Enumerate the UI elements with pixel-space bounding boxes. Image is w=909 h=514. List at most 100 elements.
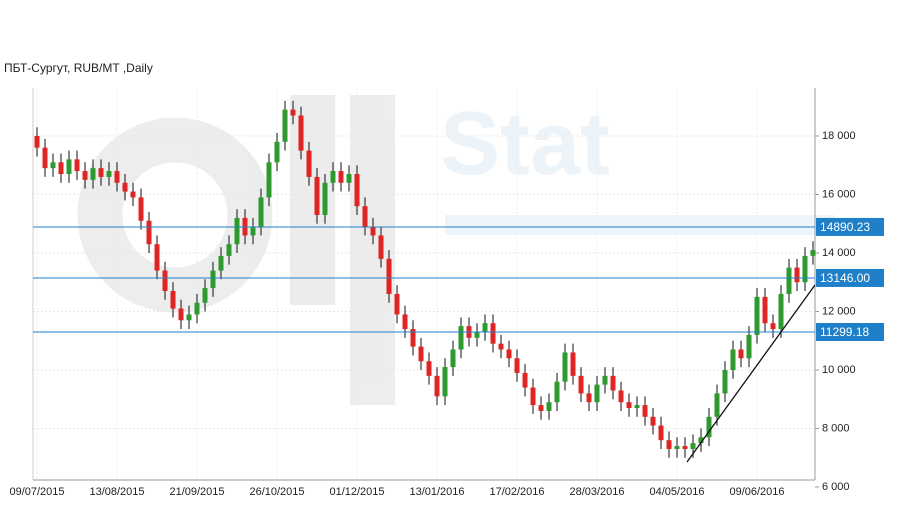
candle-body	[450, 349, 456, 368]
candle-body	[402, 314, 408, 330]
candle-body	[362, 206, 368, 227]
candle-body	[762, 296, 768, 324]
watermark-text: Stat	[440, 94, 610, 194]
candle-body	[482, 323, 488, 332]
candle-body	[634, 405, 640, 409]
candle-body	[106, 171, 112, 177]
candle-body	[114, 171, 120, 183]
candle-body	[426, 361, 432, 376]
candle-body	[50, 162, 56, 169]
x-tick-label: 26/10/2015	[249, 486, 304, 498]
candle-body	[218, 255, 224, 271]
candle-body	[194, 302, 200, 315]
candle-body	[802, 255, 808, 283]
y-tick-label: 14 000	[822, 247, 856, 259]
y-tick-label: 12 000	[822, 305, 856, 317]
candle-body	[178, 308, 184, 321]
watermark-bar	[290, 95, 335, 305]
candle-body	[610, 375, 616, 391]
candle-body	[714, 393, 720, 417]
candle-body	[290, 109, 296, 116]
candle-body	[546, 402, 552, 411]
candle-body	[202, 288, 208, 303]
candle-body	[330, 171, 336, 183]
candle-body	[162, 270, 168, 292]
candle-body	[250, 226, 256, 236]
candle-body	[674, 446, 680, 449]
candle-body	[642, 405, 648, 417]
candle-body	[474, 331, 480, 338]
candle-body	[58, 162, 64, 175]
candle-body	[370, 226, 376, 236]
x-tick-label: 09/06/2016	[729, 486, 784, 498]
level-label: 11299.18	[820, 325, 869, 339]
candle-body	[602, 375, 608, 385]
y-tick-label: 6 000	[822, 481, 850, 493]
x-tick-label: 04/05/2016	[649, 486, 704, 498]
candle-body	[90, 168, 96, 180]
candle-body	[378, 235, 384, 259]
x-tick-label: 13/01/2016	[409, 486, 464, 498]
candle-body	[266, 162, 272, 198]
candle-body	[82, 171, 88, 180]
candle-body	[154, 244, 160, 271]
candle-body	[314, 176, 320, 215]
candle-body	[538, 405, 544, 411]
candle-body	[514, 358, 520, 373]
candle-body	[498, 343, 504, 350]
x-tick-label: 01/12/2015	[329, 486, 384, 498]
candle-body	[490, 323, 496, 344]
level-label: 14890.23	[820, 220, 870, 234]
candle-body	[738, 349, 744, 359]
candle-body	[122, 182, 128, 192]
candle-body	[42, 147, 48, 169]
watermark-band	[445, 215, 835, 235]
candle-body	[586, 393, 592, 403]
candle-body	[690, 443, 696, 449]
x-tick-label: 09/07/2015	[9, 486, 64, 498]
candle-body	[130, 191, 136, 198]
candle-body	[778, 293, 784, 330]
candle-body	[506, 349, 512, 359]
candle-body	[186, 314, 192, 321]
x-tick-label: 21/09/2015	[169, 486, 224, 498]
candle-body	[234, 217, 240, 245]
candle-body	[418, 346, 424, 362]
candle-body	[522, 372, 528, 388]
candle-body	[306, 150, 312, 177]
candle-body	[754, 296, 760, 335]
candle-body	[322, 182, 328, 215]
candle-body	[722, 369, 728, 394]
candle-body	[442, 367, 448, 397]
candle-body	[458, 326, 464, 350]
candle-body	[34, 135, 40, 148]
candle-body	[394, 293, 400, 315]
chart-title: ПБТ-Сургут, RUB/MT ,Daily	[4, 61, 153, 75]
candle-body	[562, 352, 568, 382]
candle-body	[298, 115, 304, 151]
candle-body	[354, 174, 360, 207]
candle-body	[618, 390, 624, 403]
candle-body	[770, 323, 776, 330]
candle-body	[746, 334, 752, 359]
candle-body	[650, 416, 656, 426]
candle-body	[810, 250, 816, 256]
level-label-box	[816, 322, 884, 341]
y-tick-label: 18 000	[822, 130, 856, 142]
candle-body	[346, 174, 352, 183]
candle-body	[530, 387, 536, 406]
candle-body	[666, 440, 672, 449]
y-tick-label: 10 000	[822, 364, 856, 376]
candle-body	[170, 291, 176, 309]
candle-body	[682, 446, 688, 449]
candle-body	[578, 375, 584, 394]
watermark-ring	[77, 117, 273, 313]
level-label-box	[816, 268, 884, 287]
candle-body	[706, 416, 712, 438]
y-tick-label: 8 000	[822, 422, 850, 434]
candle-body	[570, 352, 576, 376]
candle-body	[338, 171, 344, 183]
candle-body	[66, 159, 72, 175]
candle-body	[146, 220, 152, 245]
